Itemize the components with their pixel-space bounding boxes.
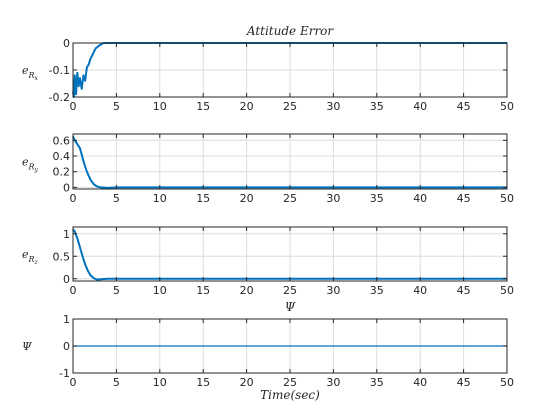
x-tick-label: 20 <box>240 100 254 113</box>
x-tick-label: 15 <box>196 100 210 113</box>
x-tick-label: 25 <box>283 100 297 113</box>
x-tick-label: 50 <box>500 100 514 113</box>
x-tick-label: 15 <box>196 284 210 297</box>
x-tick-label: 15 <box>196 192 210 205</box>
x-tick-label: 45 <box>457 376 471 389</box>
y-tick-label: -0.1 <box>49 64 70 77</box>
grid-lines <box>73 43 507 97</box>
x-tick-label: 30 <box>326 100 340 113</box>
x-tick-label: 40 <box>413 284 427 297</box>
x-tick-label: 10 <box>153 192 167 205</box>
y-axis-label: Ψ <box>22 340 32 353</box>
x-tick-label: 45 <box>457 100 471 113</box>
x-axis-label: Time(sec) <box>260 388 320 402</box>
y-tick-label: 0.5 <box>53 250 71 263</box>
x-tick-label: 35 <box>370 376 384 389</box>
x-tick-label: 35 <box>370 100 384 113</box>
x-tick-label: 15 <box>196 376 210 389</box>
x-tick-label: 0 <box>70 100 77 113</box>
y-tick-label: 1 <box>63 228 70 241</box>
y-tick-label: 1 <box>63 313 70 326</box>
x-tick-label: 40 <box>413 192 427 205</box>
x-tick-label: 10 <box>153 100 167 113</box>
subplot-2: 0 5 10 15 20 25 30 35 40 45 50 0 0.2 0.4 0.6 eRy <box>22 134 514 205</box>
x-tick-label: 50 <box>500 376 514 389</box>
x-tick-label: 5 <box>113 100 120 113</box>
x-tick-label: 45 <box>457 192 471 205</box>
x-tick-label: 25 <box>283 284 297 297</box>
y-axis-label: eRx <box>22 64 39 82</box>
y-tick-label: 0 <box>63 273 70 286</box>
y-tick-label: 0.4 <box>53 150 71 163</box>
x-tick-label: 50 <box>500 192 514 205</box>
grid-lines <box>73 134 507 189</box>
x-tick-label: 30 <box>326 192 340 205</box>
x-tick-label: 40 <box>413 100 427 113</box>
x-tick-label: 35 <box>370 192 384 205</box>
y-tick-label: 0 <box>63 181 70 194</box>
y-axis-label: eRz <box>22 248 39 266</box>
grid-lines <box>73 227 507 281</box>
x-tick-label: 20 <box>240 376 254 389</box>
y-tick-label: 0 <box>63 340 70 353</box>
x-tick-label: 0 <box>70 192 77 205</box>
x-tick-label: 20 <box>240 192 254 205</box>
y-tick-label: -1 <box>59 367 70 380</box>
x-tick-label: 25 <box>283 192 297 205</box>
x-tick-label: 20 <box>240 284 254 297</box>
subplot-1: 0 5 10 15 20 25 30 35 40 45 50 -0.2 -0.1 0 Attitude Er… <box>22 24 514 113</box>
x-tick-label: 30 <box>326 284 340 297</box>
x-tick-label: 10 <box>153 376 167 389</box>
y-axis-label: eRy <box>22 156 39 174</box>
x-tick-label: 10 <box>153 284 167 297</box>
x-tick-label: 30 <box>326 376 340 389</box>
y-tick-label: 0 <box>63 37 70 50</box>
x-tick-label: 5 <box>113 376 120 389</box>
subplot-title: Attitude Error <box>246 24 335 38</box>
y-tick-label: 0.2 <box>53 166 71 179</box>
x-tick-label: 5 <box>113 284 120 297</box>
y-tick-label: -0.2 <box>49 91 70 104</box>
x-tick-label: 0 <box>70 284 77 297</box>
x-tick-label: 45 <box>457 284 471 297</box>
x-tick-label: 5 <box>113 192 120 205</box>
x-tick-label: 0 <box>70 376 77 389</box>
x-tick-label: 50 <box>500 284 514 297</box>
subplot-3: 0 5 10 15 20 25 30 35 40 45 50 0 0.5 1 eRz <box>22 227 514 297</box>
subplot-title: Ψ <box>285 300 296 314</box>
x-tick-label: 40 <box>413 376 427 389</box>
x-tick-label: 35 <box>370 284 384 297</box>
y-tick-label: 0.6 <box>53 134 71 147</box>
